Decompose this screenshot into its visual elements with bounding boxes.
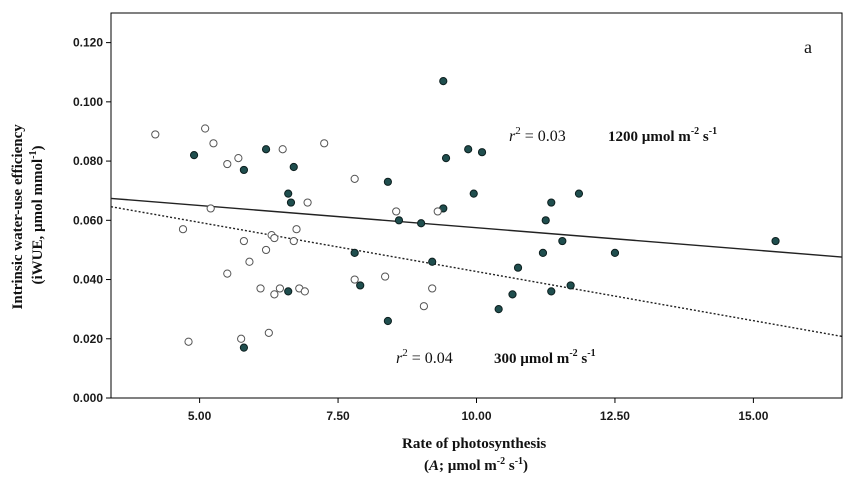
regression-lines (110, 197, 843, 338)
x-tick-label: 15.00 (738, 409, 768, 423)
y-tick-label: 0.060 (73, 213, 103, 227)
point-1200 (417, 219, 426, 228)
point-1200 (558, 236, 567, 246)
point-1200 (610, 248, 620, 257)
point-1200 (469, 189, 478, 198)
point-1200 (508, 290, 517, 299)
point-300 (261, 245, 271, 255)
y-tick-label: 0.000 (73, 391, 103, 405)
point-300 (433, 207, 442, 216)
point-1200 (494, 305, 503, 314)
point-1200 (383, 177, 392, 186)
x-tick-label: 10.00 (461, 409, 491, 423)
point-300 (419, 302, 428, 311)
point-1200 (477, 148, 487, 157)
point-300 (209, 139, 218, 148)
fit-line-300 (110, 205, 843, 338)
point-300 (151, 130, 160, 139)
data-points (151, 77, 780, 352)
y-axis-ticks: 0.000 0.020 0.040 0.060 0.080 0.100 0.120 (73, 36, 111, 405)
x-axis-ticks: 5.00 7.50 10.00 12.50 15.00 (188, 398, 769, 423)
y-tick-label: 0.080 (73, 154, 103, 168)
point-1200 (428, 257, 437, 266)
point-1200 (538, 248, 548, 257)
y-tick-label: 0.040 (73, 273, 103, 287)
point-300 (264, 328, 273, 337)
point-1200 (350, 248, 359, 257)
point-300 (234, 154, 243, 163)
point-1200 (566, 281, 575, 290)
y-tick-label: 0.020 (73, 332, 103, 346)
point-300 (289, 236, 298, 246)
x-tick-label: 7.50 (326, 409, 350, 423)
point-300 (320, 139, 329, 148)
point-300 (270, 233, 279, 243)
point-1200 (547, 198, 556, 207)
point-300 (300, 287, 309, 296)
point-300 (256, 284, 265, 293)
panel-label: a (804, 37, 812, 57)
point-1200 (239, 165, 249, 175)
point-300 (381, 272, 390, 281)
y-axis-label: Intrinsic water-use efficiency (iWUE, µm… (10, 121, 46, 310)
point-300 (275, 284, 285, 293)
point-300 (303, 198, 312, 207)
point-300 (278, 145, 287, 154)
x-tick-label: 12.50 (600, 409, 630, 423)
y-tick-label: 0.120 (73, 36, 103, 50)
point-1200 (239, 343, 249, 352)
point-300 (292, 225, 301, 234)
point-300 (350, 275, 359, 284)
r2-annotation-300: r2 = 0.04 (396, 347, 453, 367)
point-1200 (356, 281, 365, 290)
point-1200 (189, 151, 199, 160)
point-300 (201, 124, 210, 133)
point-300 (239, 236, 249, 246)
point-300 (206, 204, 215, 213)
point-1200 (547, 287, 556, 296)
point-300 (178, 225, 188, 234)
point-1200 (464, 145, 473, 154)
fit-line-1200 (110, 197, 843, 258)
legend-1200-label: 1200 µmol m-2 s-1 (608, 126, 717, 145)
point-300 (428, 284, 437, 293)
point-1200 (289, 162, 298, 172)
point-1200 (284, 287, 293, 296)
point-300 (223, 159, 232, 169)
point-1200 (541, 216, 550, 225)
point-300 (270, 290, 279, 299)
point-300 (245, 257, 254, 266)
point-1200 (286, 198, 296, 207)
point-300 (184, 337, 193, 346)
x-axis-label: Rate of photosynthesis (A; µmol m-2 s-1) (402, 436, 550, 474)
point-1200 (394, 216, 404, 225)
y-tick-label: 0.100 (73, 95, 103, 109)
point-1200 (574, 189, 584, 198)
legend-300-label: 300 µmol m-2 s-1 (494, 348, 596, 367)
point-300 (237, 334, 246, 343)
r2-annotation-1200: r2 = 0.03 (509, 125, 566, 145)
point-1200 (439, 77, 448, 86)
point-1200 (261, 145, 271, 154)
point-300 (392, 207, 401, 216)
plot-frame (110, 12, 843, 399)
point-1200 (441, 154, 451, 163)
point-1200 (771, 236, 780, 246)
point-300 (350, 174, 359, 183)
point-1200 (383, 316, 392, 326)
point-1200 (284, 189, 293, 198)
point-300 (223, 269, 232, 278)
x-tick-label: 5.00 (188, 409, 212, 423)
point-1200 (513, 263, 523, 272)
